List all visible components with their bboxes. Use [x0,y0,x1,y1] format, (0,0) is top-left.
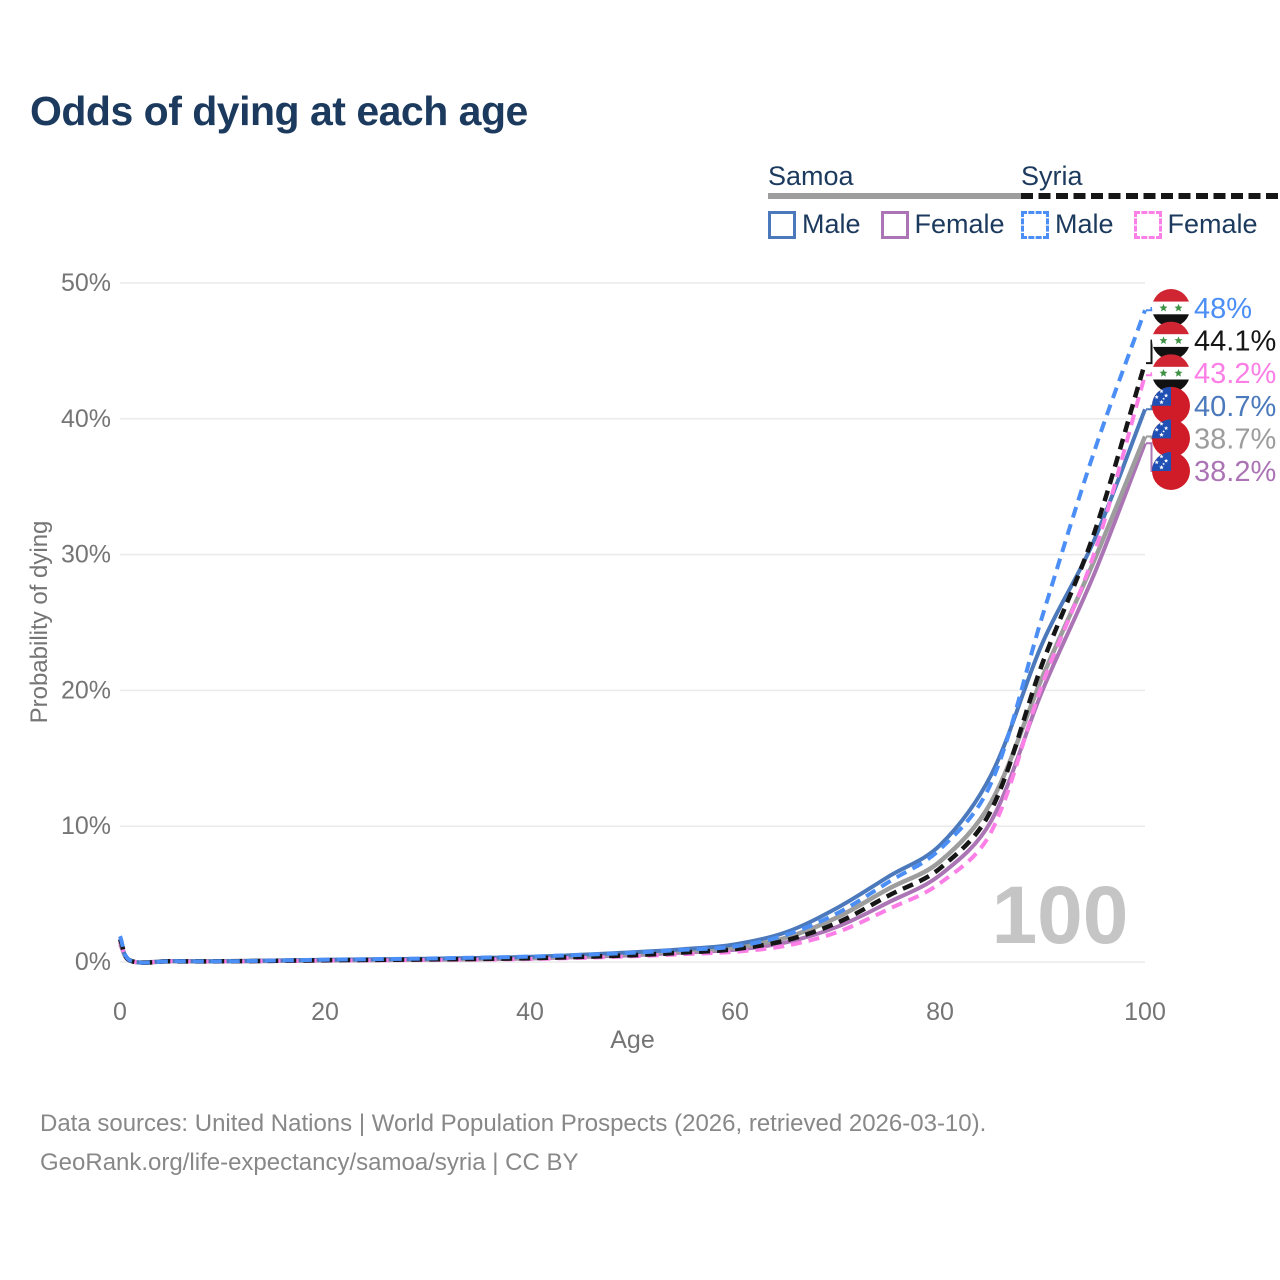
flag-syria-icon [1152,354,1190,393]
footer-link[interactable]: GeoRank.org/life-expectancy/samoa/syria … [40,1149,579,1176]
x-tick-label: 0 [113,998,127,1026]
y-axis-title: Probability of dying [26,521,53,724]
flag-samoa-icon [1152,452,1190,490]
x-tick-label: 80 [926,998,954,1026]
legend-swatch-samoa-male[interactable] [768,210,796,239]
legend-swatch-syria-male[interactable] [1021,210,1049,239]
end-value-label-samoa-male: 40.7% [1194,391,1276,423]
y-tick-label: 50% [61,269,111,297]
y-tick-label: 30% [61,541,111,569]
x-tick-label: 60 [721,998,749,1026]
end-value-label-syria-female: 43.2% [1194,358,1276,390]
y-tick-label: 20% [61,676,111,704]
samoa-line-swatch [768,193,1025,199]
legend-label-syria-male[interactable]: Male [1055,209,1114,239]
y-tick-label: 0% [75,948,111,976]
legend-label-syria-female[interactable]: Female [1167,209,1258,239]
end-value-label-samoa-both: 38.7% [1194,423,1276,455]
legend-swatch-syria-female[interactable] [1133,210,1162,239]
x-tick-label: 40 [516,998,544,1026]
legend-country-syria[interactable]: Syria [1021,161,1083,191]
flag-samoa-icon [1152,419,1190,458]
x-axis-title: Age [610,1026,654,1054]
y-tick-label: 10% [61,812,111,840]
legend-country-samoa[interactable]: Samoa [768,161,854,191]
x-tick-label: 20 [311,998,339,1026]
legend-group-syria[interactable]: Syria Male Female [1021,162,1278,240]
legend-label-samoa-female[interactable]: Female [914,209,1005,239]
legend-label-samoa-male[interactable]: Male [802,209,861,239]
legend-swatch-samoa-female[interactable] [880,210,909,239]
page-title: Odds of dying at each age [30,88,528,134]
legend-group-samoa[interactable]: Samoa Male Female [768,162,1025,240]
footer: Data sources: United Nations | World Pop… [40,1104,986,1182]
series-line-syria-male [118,309,1147,965]
flag-syria-icon [1152,321,1190,360]
end-value-label-syria-both: 44.1% [1194,326,1276,358]
flag-syria-icon [1152,289,1190,327]
footer-data-sources: Data sources: United Nations | World Pop… [40,1110,987,1137]
end-value-label-samoa-female: 38.2% [1194,456,1276,488]
x-tick-label: 100 [1124,998,1166,1026]
y-tick-label: 40% [61,405,111,433]
end-value-label-syria-male: 48% [1194,293,1252,325]
hover-age-watermark: 100 [992,870,1129,961]
syria-line-swatch [1021,193,1278,199]
flag-samoa-icon [1152,386,1190,425]
